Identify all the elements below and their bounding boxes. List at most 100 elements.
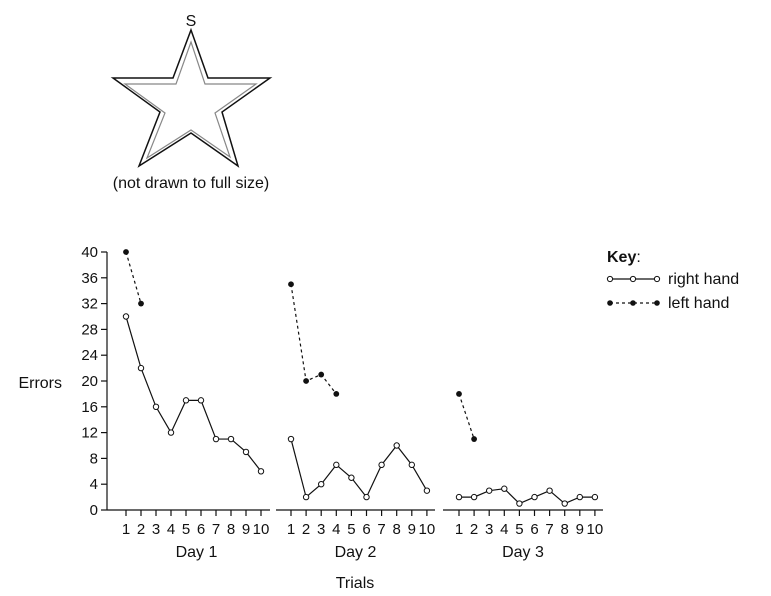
y-tick-label: 32 xyxy=(81,296,98,313)
data-point-right-hand xyxy=(546,487,553,494)
data-point-left-hand xyxy=(138,300,144,307)
x-tick-label: 7 xyxy=(377,521,385,538)
data-point-right-hand xyxy=(393,442,400,449)
x-tick-label: 6 xyxy=(530,521,538,538)
panel-day-3: 1 2 3 4 5 6 7 8 9 10 Day 3 xyxy=(443,391,603,561)
data-point-right-hand xyxy=(197,397,205,404)
data-point-right-hand xyxy=(423,487,431,494)
y-tick-label: 8 xyxy=(90,450,98,467)
legend-item-left-hand: left hand xyxy=(607,295,729,312)
y-tick-label: 40 xyxy=(81,244,98,261)
x-tick-label: 4 xyxy=(167,521,175,538)
legend-title: Key: xyxy=(607,249,641,266)
x-tick-label: 9 xyxy=(242,521,250,538)
data-point-right-hand xyxy=(486,487,493,494)
x-tick-label: 5 xyxy=(347,521,355,538)
y-tick-label: 20 xyxy=(81,373,98,390)
y-tick-layer: 0 4 8 12 16 20 24 28 32 36 40 xyxy=(81,244,107,519)
data-point-right-hand xyxy=(591,493,599,501)
data-point-right-hand xyxy=(242,448,250,456)
data-point-right-hand xyxy=(501,485,508,492)
x-tick-label: 2 xyxy=(302,521,310,538)
series-line-right-hand xyxy=(459,488,595,505)
panel-label: Day 2 xyxy=(335,544,377,561)
data-point-right-hand xyxy=(348,474,355,481)
x-tick-label: 6 xyxy=(362,521,370,538)
legend-item-right-hand: right hand xyxy=(606,271,739,288)
star-caption: (not drawn to full size) xyxy=(113,175,270,192)
star-outer-outline xyxy=(110,27,273,168)
x-tick-label: 8 xyxy=(561,521,569,538)
data-point-left-hand xyxy=(288,281,294,288)
x-tick-label: 2 xyxy=(137,521,145,538)
data-point-right-hand xyxy=(122,313,130,320)
x-tick-label: 1 xyxy=(122,521,130,538)
x-axis-label: Trials xyxy=(336,575,375,592)
data-point-right-hand xyxy=(212,435,220,443)
legend-title-suffix: : xyxy=(636,249,640,266)
data-point-right-hand xyxy=(378,461,385,469)
x-tick-label: 3 xyxy=(485,521,493,538)
data-point-right-hand xyxy=(516,500,523,507)
y-tick-label: 4 xyxy=(90,476,98,493)
panel-label: Day 3 xyxy=(502,544,544,561)
series-line-left-hand xyxy=(458,393,475,440)
data-point-right-hand xyxy=(287,435,295,443)
x-tick-label: 5 xyxy=(182,521,190,538)
y-tick-label: 36 xyxy=(81,270,98,287)
series-line-left-hand xyxy=(290,284,337,395)
legend-title-text: Key xyxy=(607,249,636,266)
data-point-left-hand xyxy=(471,436,477,442)
panel-day-1: 1 2 3 4 5 6 7 8 9 10 Day 1 xyxy=(107,249,270,561)
data-point-right-hand xyxy=(302,493,310,501)
data-point-right-hand xyxy=(152,403,160,410)
series-line-right-hand xyxy=(125,316,262,472)
y-tick-label: 0 xyxy=(90,502,98,519)
data-point-right-hand xyxy=(167,429,175,436)
x-tick-label: 7 xyxy=(212,521,220,538)
data-point-right-hand xyxy=(455,493,463,501)
data-point-right-hand xyxy=(408,461,415,469)
y-tick-label: 28 xyxy=(81,321,98,338)
x-tick-label: 5 xyxy=(515,521,523,538)
panel-label: Day 1 xyxy=(176,544,218,561)
x-tick-label: 8 xyxy=(227,521,235,538)
data-point-right-hand xyxy=(318,481,325,488)
data-point-right-hand xyxy=(333,461,340,469)
x-tick-label: 1 xyxy=(287,521,295,538)
x-tick-label: 3 xyxy=(317,521,325,538)
y-tick-label: 24 xyxy=(81,347,98,364)
data-point-right-hand xyxy=(531,493,538,501)
x-tick-label: 10 xyxy=(419,521,436,538)
x-tick-label: 8 xyxy=(393,521,401,538)
data-point-right-hand xyxy=(363,493,370,501)
data-point-left-hand xyxy=(123,249,129,255)
data-point-right-hand xyxy=(257,468,265,475)
star-illustration: S (not drawn to full size) xyxy=(110,13,273,192)
data-point-right-hand xyxy=(137,364,145,372)
series-line-right-hand xyxy=(290,438,428,499)
legend-label-right-hand: right hand xyxy=(668,271,739,288)
y-tick-label: 12 xyxy=(81,425,98,442)
legend-label-left-hand: left hand xyxy=(668,295,729,312)
x-tick-label: 10 xyxy=(587,521,604,538)
data-point-right-hand xyxy=(227,435,235,443)
data-point-left-hand xyxy=(318,371,325,378)
series-line-left-hand xyxy=(125,251,142,304)
x-tick-label: 7 xyxy=(545,521,553,538)
data-point-left-hand xyxy=(333,391,340,397)
data-point-right-hand xyxy=(576,493,583,501)
x-tick-label: 4 xyxy=(332,521,340,538)
y-axis: 0 4 8 12 16 20 24 28 32 36 40 xyxy=(81,244,108,519)
y-axis-label: Errors xyxy=(18,375,62,392)
x-tick-label: 4 xyxy=(500,521,508,538)
x-tick-label: 1 xyxy=(455,521,463,538)
star-label: S xyxy=(186,13,197,30)
panel-day-2: 1 2 3 4 5 6 7 8 9 10 Day 2 xyxy=(276,281,435,561)
x-tick-label: 9 xyxy=(408,521,416,538)
x-tick-label: 3 xyxy=(152,521,160,538)
star-inner-outline xyxy=(123,40,258,160)
x-tick-label: 6 xyxy=(197,521,205,538)
